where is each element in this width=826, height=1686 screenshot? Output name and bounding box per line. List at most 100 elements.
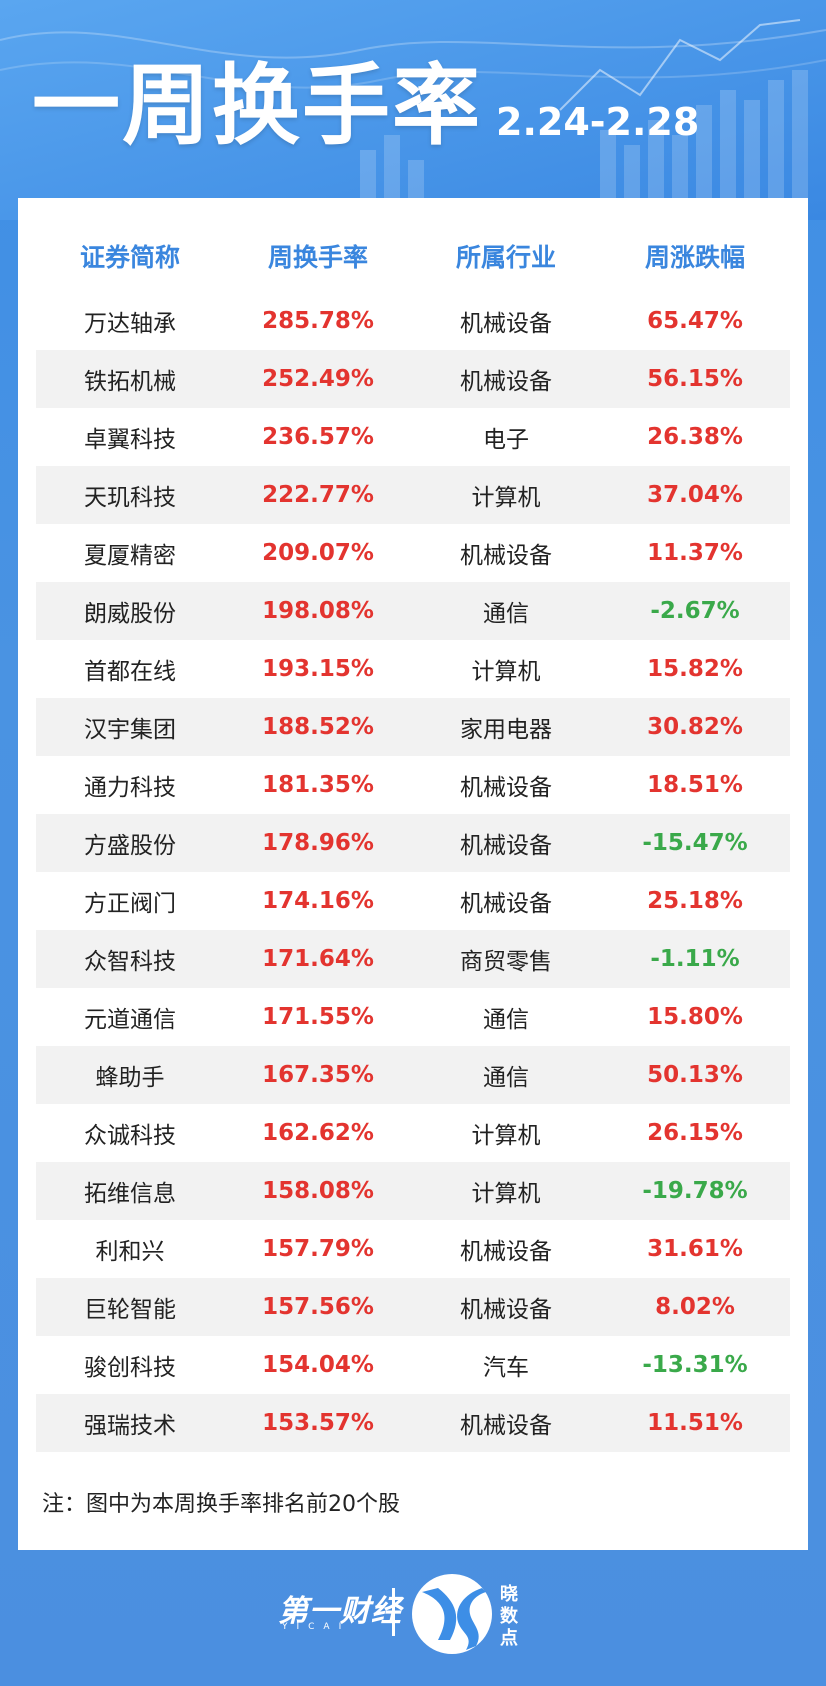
industry-cell: 机械设备: [460, 543, 552, 569]
stock-name-cell: 夏厦精密: [84, 543, 176, 569]
industry-cell: 家用电器: [460, 717, 552, 743]
weekly-change-cell: -19.78%: [642, 1178, 748, 1204]
turnover-rate-cell: 174.16%: [262, 888, 374, 914]
stock-name-cell: 万达轴承: [84, 311, 176, 337]
industry-cell: 机械设备: [460, 1297, 552, 1323]
table-row: 巨轮智能 157.56% 机械设备 8.02%: [36, 1278, 790, 1336]
stock-name-cell: 天玑科技: [84, 485, 176, 511]
industry-cell: 计算机: [471, 485, 541, 511]
turnover-rate-cell: 198.08%: [262, 598, 374, 624]
stock-name-cell: 铁拓机械: [84, 369, 176, 395]
weekly-change-cell: 37.04%: [647, 482, 743, 508]
industry-cell: 机械设备: [460, 833, 552, 859]
stock-name-cell: 利和兴: [95, 1239, 165, 1265]
table-row: 蜂助手 167.35% 通信 50.13%: [36, 1046, 790, 1104]
turnover-rate-cell: 285.78%: [262, 308, 374, 334]
weekly-change-cell: 26.38%: [647, 424, 743, 450]
weekly-change-cell: 15.82%: [647, 656, 743, 682]
column-header-name: 证券简称: [79, 243, 180, 272]
turnover-rate-cell: 167.35%: [262, 1062, 374, 1088]
footnote: 注：图中为本周换手率排名前20个股: [42, 1492, 400, 1517]
table-row: 铁拓机械 252.49% 机械设备 56.15%: [36, 350, 790, 408]
turnover-rate-cell: 222.77%: [262, 482, 374, 508]
xiaoshudian-logo-icon: [412, 1574, 492, 1654]
industry-cell: 计算机: [471, 1181, 541, 1207]
industry-cell: 机械设备: [460, 1239, 552, 1265]
page-title: 一周换手率: [32, 54, 483, 157]
weekly-change-cell: -2.67%: [650, 598, 740, 624]
industry-cell: 机械设备: [460, 311, 552, 337]
weekly-change-cell: 8.02%: [655, 1294, 735, 1320]
industry-cell: 计算机: [471, 1123, 541, 1149]
table-row: 元道通信 171.55% 通信 15.80%: [36, 988, 790, 1046]
table-row: 众智科技 171.64% 商贸零售 -1.11%: [36, 930, 790, 988]
weekly-change-cell: 56.15%: [647, 366, 743, 392]
stock-name-cell: 首都在线: [84, 659, 176, 685]
stock-name-cell: 蜂助手: [95, 1065, 165, 1091]
weekly-change-cell: 26.15%: [647, 1120, 743, 1146]
turnover-rate-cell: 209.07%: [262, 540, 374, 566]
industry-cell: 机械设备: [460, 891, 552, 917]
industry-cell: 通信: [483, 1065, 529, 1091]
turnover-rate-cell: 188.52%: [262, 714, 374, 740]
stock-name-cell: 朗威股份: [84, 601, 176, 627]
logo-side-text: 晓数点: [500, 1584, 518, 1649]
table-row: 通力科技 181.35% 机械设备 18.51%: [36, 756, 790, 814]
industry-cell: 商贸零售: [460, 949, 552, 975]
industry-cell: 机械设备: [460, 369, 552, 395]
weekly-change-cell: 65.47%: [647, 308, 743, 334]
turnover-rate-cell: 157.79%: [262, 1236, 374, 1262]
table-card: 证券简称 周换手率 所属行业 周涨跌幅 万达轴承 285.78% 机械设备 65.47…: [18, 198, 808, 1550]
weekly-change-cell: 11.37%: [647, 540, 743, 566]
table-row: 利和兴 157.79% 机械设备 31.61%: [36, 1220, 790, 1278]
stock-name-cell: 骏创科技: [84, 1355, 176, 1381]
industry-cell: 机械设备: [460, 775, 552, 801]
turnover-rate-cell: 171.55%: [262, 1004, 374, 1030]
logo-divider: [392, 1588, 395, 1636]
weekly-change-cell: 25.18%: [647, 888, 743, 914]
stock-name-cell: 方盛股份: [84, 833, 176, 859]
weekly-change-cell: 50.13%: [647, 1062, 743, 1088]
table-row: 方正阀门 174.16% 机械设备 25.18%: [36, 872, 790, 930]
weekly-change-cell: 15.80%: [647, 1004, 743, 1030]
brand-logo-text: 第一财经: [278, 1594, 402, 1629]
industry-cell: 电子: [483, 427, 529, 453]
weekly-change-cell: 30.82%: [647, 714, 743, 740]
turnover-rate-cell: 158.08%: [262, 1178, 374, 1204]
stock-name-cell: 众诚科技: [84, 1123, 176, 1149]
column-header-rate: 周换手率: [267, 243, 368, 272]
turnover-rate-cell: 154.04%: [262, 1352, 374, 1378]
table-body: 万达轴承 285.78% 机械设备 65.47% 铁拓机械 252.49% 机械设备 56.1…: [36, 292, 790, 1452]
turnover-rate-cell: 157.56%: [262, 1294, 374, 1320]
table-row: 汉宇集团 188.52% 家用电器 30.82%: [36, 698, 790, 756]
table-row: 拓维信息 158.08% 计算机 -19.78%: [36, 1162, 790, 1220]
weekly-change-cell: 31.61%: [647, 1236, 743, 1262]
title-block: 一周换手率 2.24-2.28: [32, 62, 699, 150]
weekly-change-cell: 18.51%: [647, 772, 743, 798]
table-row: 首都在线 193.15% 计算机 15.82%: [36, 640, 790, 698]
date-range: 2.24-2.28: [496, 100, 700, 144]
turnover-rate-cell: 236.57%: [262, 424, 374, 450]
industry-cell: 汽车: [483, 1355, 529, 1381]
stock-name-cell: 卓翼科技: [84, 427, 176, 453]
stock-name-cell: 通力科技: [84, 775, 176, 801]
weekly-change-cell: 11.51%: [647, 1410, 743, 1436]
weekly-change-cell: -1.11%: [650, 946, 740, 972]
weekly-change-cell: -15.47%: [642, 830, 748, 856]
column-header-change: 周涨跌幅: [644, 243, 745, 272]
table-row: 骏创科技 154.04% 汽车 -13.31%: [36, 1336, 790, 1394]
stock-name-cell: 方正阀门: [84, 891, 176, 917]
table-row: 强瑞技术 153.57% 机械设备 11.51%: [36, 1394, 790, 1452]
table-row: 夏厦精密 209.07% 机械设备 11.37%: [36, 524, 790, 582]
table-row: 卓翼科技 236.57% 电子 26.38%: [36, 408, 790, 466]
table-row: 众诚科技 162.62% 计算机 26.15%: [36, 1104, 790, 1162]
stock-name-cell: 强瑞技术: [84, 1413, 176, 1439]
stock-name-cell: 众智科技: [84, 949, 176, 975]
table-row: 天玑科技 222.77% 计算机 37.04%: [36, 466, 790, 524]
stock-name-cell: 汉宇集团: [84, 717, 176, 743]
weekly-change-cell: -13.31%: [642, 1352, 748, 1378]
turnover-rate-cell: 193.15%: [262, 656, 374, 682]
industry-cell: 机械设备: [460, 1413, 552, 1439]
turnover-rate-cell: 153.57%: [262, 1410, 374, 1436]
